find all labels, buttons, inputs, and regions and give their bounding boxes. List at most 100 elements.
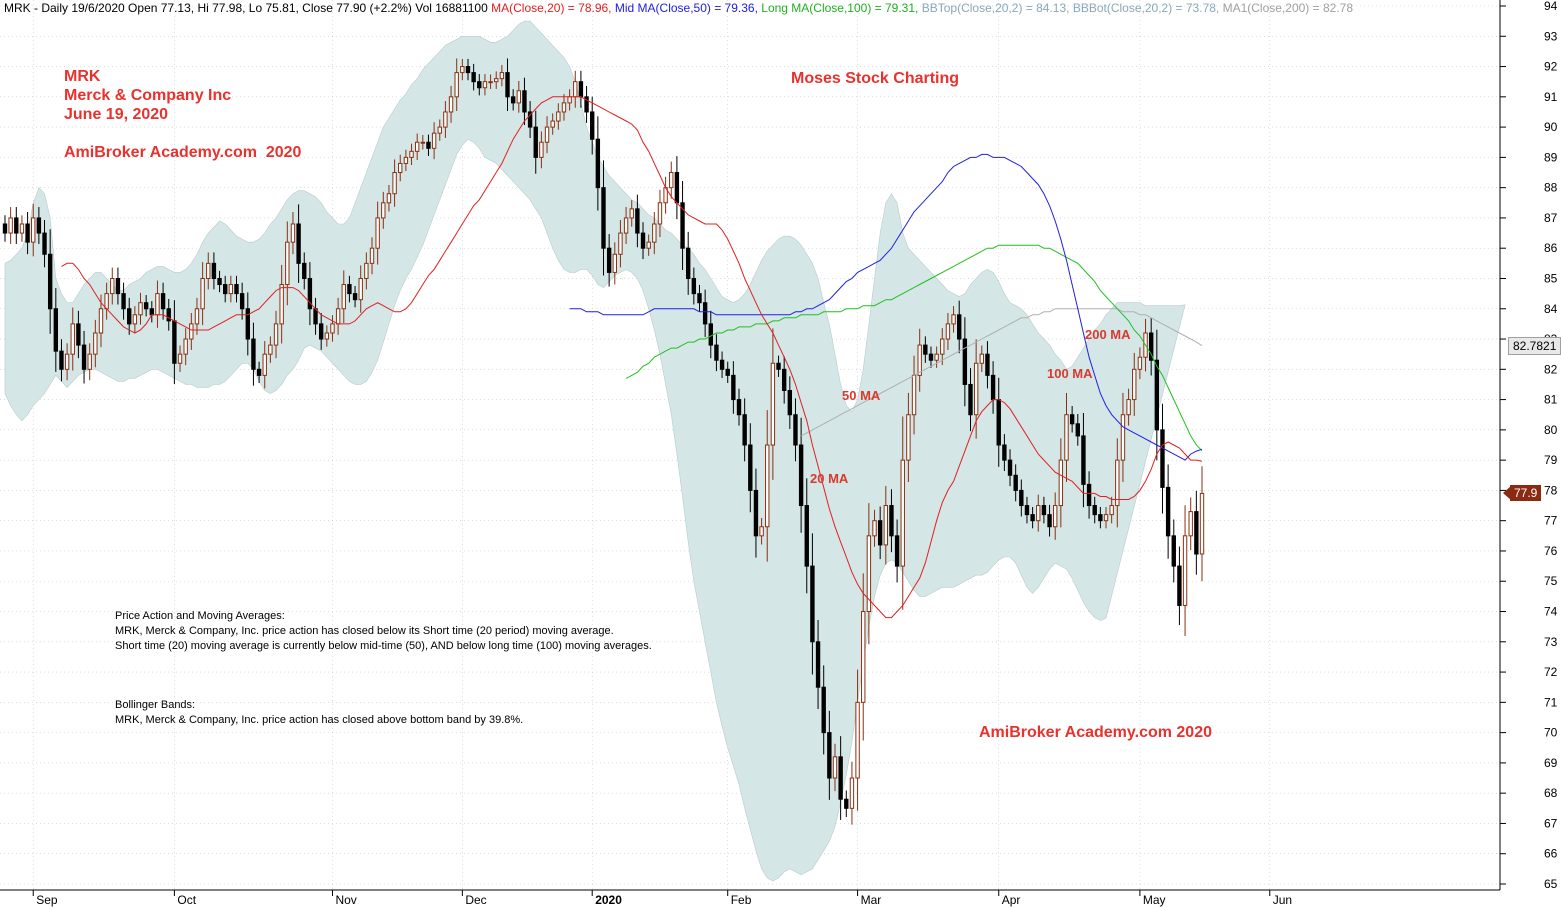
y-tick-label: 87 [1544,211,1558,225]
candle-body [42,232,47,255]
candle-body [47,253,53,310]
candle-body [1092,505,1097,516]
candle-body [968,383,973,416]
candle-body [685,247,691,279]
pa-title: Price Action and Moving Averages: [115,610,285,622]
candle-body [25,223,30,243]
ma200-annotation: 200 MA [1085,327,1131,342]
candle-body [894,535,900,567]
candle-body [1002,444,1007,461]
candle-body [866,535,872,613]
candle-body [454,72,459,98]
candle-body [736,399,742,416]
candle-body [194,308,200,325]
candle-body [138,302,143,316]
candle-body [87,353,92,370]
candle-body [443,111,448,128]
x-tick-label: Apr [1002,893,1021,907]
y-tick-label: 94 [1544,0,1558,13]
y-tick-label: 75 [1544,574,1558,588]
candle-body [36,217,42,234]
candle-body [1177,565,1182,606]
candle-body [798,444,804,507]
candle-body [1132,368,1137,401]
y-tick-label: 82 [1544,362,1558,376]
x-tick-label: May [1143,893,1166,907]
pa-line2: Short time (20) moving average is curren… [115,640,652,652]
y-tick-label: 85 [1544,271,1558,285]
candle-body [838,756,843,800]
candle-body [1007,459,1013,476]
candle-body [1160,429,1165,488]
bbbot-legend: BBBot(Close,20,2) = 73.78, [1072,1,1220,15]
candle-body [290,223,296,243]
candle-body [256,368,262,376]
candle-body [223,284,228,295]
y-tick-label: 65 [1544,877,1558,891]
bbtop-legend: BBTop(Close,20,2) = 84.13, [921,1,1070,15]
candle-body [522,90,527,113]
ma50-line [569,153,1203,461]
candle-body [1182,535,1188,606]
candle-body [285,241,290,286]
ma200-line [800,308,1203,437]
candle-body [245,308,250,340]
candle-body [31,217,36,243]
candle-body [996,399,1001,446]
candle-body [714,344,719,361]
candle-body [352,293,358,301]
candle-body [1013,474,1018,491]
x-tick-label: Jun [1273,893,1292,907]
y-tick-label: 70 [1544,726,1558,740]
site-label-top: AmiBroker Academy.com 2020 [64,144,302,161]
candle-body [369,247,375,264]
y-tick-label: 91 [1544,90,1558,104]
candle-body [934,353,939,361]
ma100-legend: Long MA(Close,100) = 79.31, [761,1,919,15]
candle-body [477,81,482,89]
candle-body [341,284,346,310]
candle-body [1115,459,1120,507]
candle-body [640,232,646,249]
candle-body [358,277,363,301]
candle-body [595,138,601,189]
candle-body [160,293,166,310]
candle-body [318,323,324,340]
candle-body [973,362,979,416]
candle-body [1194,511,1199,555]
candle-body [1126,399,1131,416]
ma50-legend: Mid MA(Close,50) = 79.36, [614,1,758,15]
candle-body [742,414,747,446]
candle-body [313,308,318,325]
candle-body [460,66,465,74]
candle-body [601,187,606,249]
candle-body [669,172,674,189]
x-axis: Sep Oct Nov Dec 2020 Feb Mar Apr May Jun [32,890,1292,907]
y-tick-label: 76 [1544,544,1558,558]
candle-body [64,353,70,370]
candle-body [962,338,968,385]
candle-body [510,96,516,104]
candle-body [578,81,584,98]
candle-body [296,223,301,264]
pa-line1: MRK, Merck & Company, Inc. price action … [115,625,614,637]
candle-body [1024,505,1030,516]
candle-body [110,277,115,295]
y-tick-label: 86 [1544,241,1558,255]
candle-body [59,350,64,370]
candle-body [143,302,149,310]
ma200-value-tag: 82.7821 [1508,337,1561,355]
candle-body [567,96,572,104]
y-tick-label: 81 [1544,393,1558,407]
candle-body [239,293,245,310]
ma100-annotation: 100 MA [1047,366,1093,381]
candle-body [448,96,454,113]
candle-body [1064,414,1069,461]
candle-body [166,308,171,322]
candle-body [550,120,555,128]
candle-body [499,72,505,80]
candle-body [928,353,934,361]
candle-body [827,732,832,779]
candle-body [234,284,239,295]
